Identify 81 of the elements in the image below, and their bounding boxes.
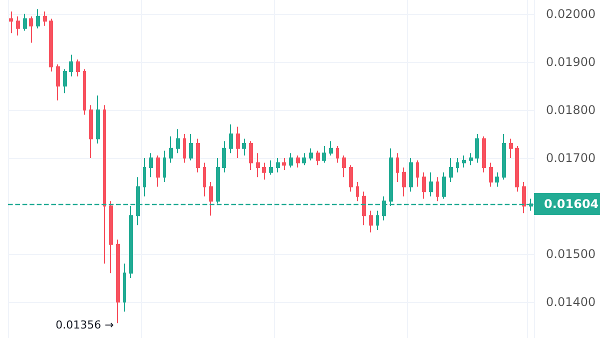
candlestick — [96, 95, 100, 144]
ref-line-label: 0.01604 — [544, 197, 599, 212]
candlestick — [475, 133, 479, 164]
candlestick — [222, 140, 226, 173]
candlestick — [236, 126, 240, 158]
candlestick — [9, 11, 13, 34]
y-tick-label: 0.01800 — [546, 102, 596, 117]
candlestick — [189, 133, 193, 161]
candlestick — [149, 152, 153, 178]
candlestick — [429, 172, 433, 197]
candlestick — [276, 157, 280, 173]
y-tick-label: 0.01700 — [546, 150, 596, 165]
candlestick — [456, 157, 459, 173]
candlestick — [249, 140, 253, 170]
candlestick — [63, 68, 67, 94]
candlestick — [342, 155, 346, 178]
candlestick — [29, 16, 33, 44]
y-tick-label: 0.02000 — [546, 6, 596, 21]
candlestick — [322, 145, 326, 164]
candlestick — [436, 176, 439, 202]
candlestick — [449, 157, 453, 182]
candlestick — [362, 191, 366, 226]
candlestick — [209, 181, 213, 216]
candlestick — [469, 152, 473, 166]
candlestick — [109, 200, 113, 274]
candlestick — [369, 210, 373, 233]
candlestick — [296, 155, 300, 168]
candlestick — [203, 162, 206, 197]
candlestick — [16, 16, 20, 36]
candlestick — [302, 152, 306, 166]
candlestick — [396, 152, 399, 182]
candlestick — [196, 138, 200, 173]
candlestick — [116, 239, 120, 324]
candlestick — [23, 13, 27, 32]
candlestick — [329, 140, 333, 156]
candlestick — [409, 157, 413, 192]
candlestick — [502, 133, 506, 180]
candlestick — [256, 152, 260, 178]
candlestick — [316, 150, 320, 166]
candlestick — [176, 128, 180, 154]
candlestick — [336, 145, 339, 164]
candlestick — [83, 68, 86, 116]
candlestick — [183, 133, 186, 164]
candlestick — [422, 172, 426, 200]
candlestick — [376, 210, 379, 230]
candlestick — [349, 164, 353, 192]
candlestick — [489, 162, 493, 188]
candlestick — [242, 138, 246, 156]
candlestick — [229, 124, 233, 154]
candlestick — [103, 104, 106, 264]
candlestick — [495, 172, 499, 188]
candlestick — [123, 263, 126, 312]
candlestick — [56, 64, 60, 101]
candlestick — [49, 18, 53, 72]
candlestick — [356, 181, 359, 202]
candlestick — [169, 136, 173, 164]
candlestick — [509, 138, 513, 158]
candlestick — [89, 104, 93, 158]
candlestick — [442, 172, 446, 200]
candlestick — [282, 157, 286, 170]
candlestick — [289, 152, 293, 168]
candlestick — [402, 167, 406, 197]
candlestick — [522, 181, 526, 214]
candlestick — [262, 162, 266, 180]
candlestick — [416, 160, 419, 188]
candlestick — [269, 160, 273, 176]
candlestick — [143, 157, 146, 197]
candlestick — [462, 155, 466, 168]
annotation: 0.01356 → — [56, 318, 114, 332]
y-tick-label: 0.01400 — [546, 294, 596, 309]
candlestick — [482, 136, 486, 173]
candlestick — [163, 150, 166, 182]
candlestick — [76, 59, 80, 77]
candlestick — [43, 11, 47, 26]
candlestick — [515, 145, 519, 192]
candlestick — [156, 155, 160, 188]
y-tick-label: 0.01900 — [546, 54, 596, 69]
candlestick — [69, 54, 73, 77]
y-tick-label: 0.01500 — [546, 246, 596, 261]
candlestick — [36, 8, 40, 29]
candlestick — [309, 148, 313, 161]
